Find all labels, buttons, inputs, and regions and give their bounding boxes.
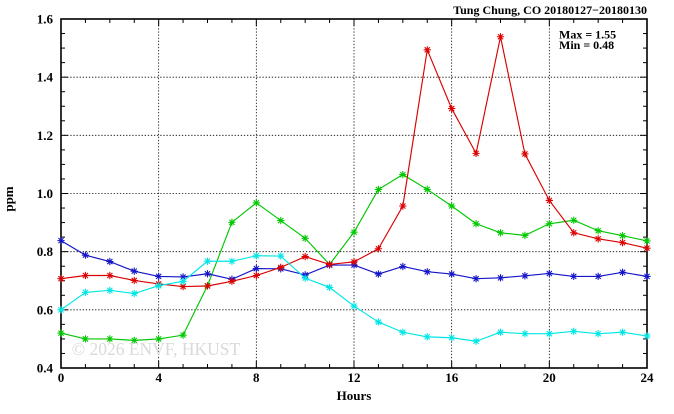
svg-text:8: 8 [253, 370, 260, 385]
svg-text:Min = 0.48: Min = 0.48 [559, 38, 614, 52]
svg-text:1.4: 1.4 [37, 70, 54, 85]
svg-text:4: 4 [155, 370, 162, 385]
svg-text:0.6: 0.6 [37, 302, 54, 317]
svg-text:1.2: 1.2 [37, 128, 53, 143]
svg-text:ppm: ppm [1, 186, 16, 211]
svg-text:© 2026 ENVF, HKUST: © 2026 ENVF, HKUST [72, 339, 241, 359]
svg-text:24: 24 [641, 370, 655, 385]
svg-text:0: 0 [58, 370, 65, 385]
svg-text:16: 16 [445, 370, 459, 385]
svg-text:20: 20 [543, 370, 556, 385]
svg-text:0.4: 0.4 [37, 361, 54, 376]
svg-text:0.8: 0.8 [37, 244, 54, 259]
svg-text:1.0: 1.0 [37, 186, 53, 201]
svg-text:Hours: Hours [337, 388, 372, 403]
svg-text:12: 12 [348, 370, 361, 385]
svg-text:1.6: 1.6 [37, 12, 54, 27]
svg-text:Tung Chung, CO 20180127−201801: Tung Chung, CO 20180127−20180130 [453, 3, 647, 17]
